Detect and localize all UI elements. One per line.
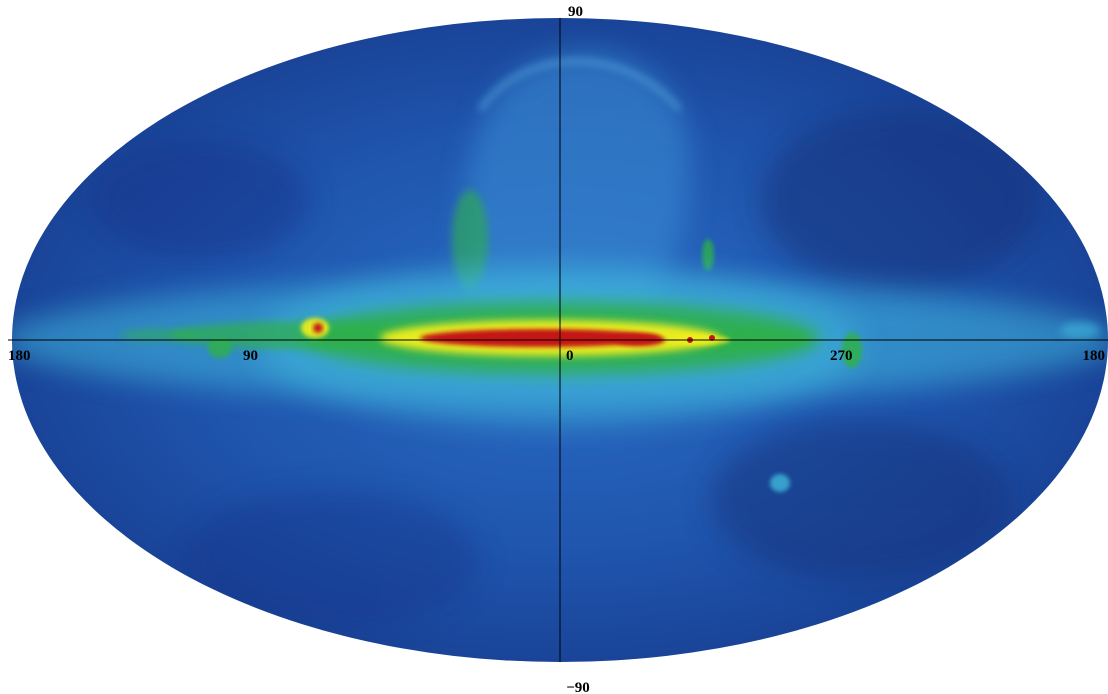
label-south: −90 <box>566 680 590 694</box>
label-left-mid: 90 <box>243 348 258 364</box>
emission-layer <box>12 51 1108 630</box>
label-north: 90 <box>568 4 583 20</box>
label-center: 0 <box>566 348 574 364</box>
label-right-mid: 270 <box>830 348 853 364</box>
label-left: 180 <box>8 348 31 364</box>
label-right: 180 <box>1083 348 1106 364</box>
